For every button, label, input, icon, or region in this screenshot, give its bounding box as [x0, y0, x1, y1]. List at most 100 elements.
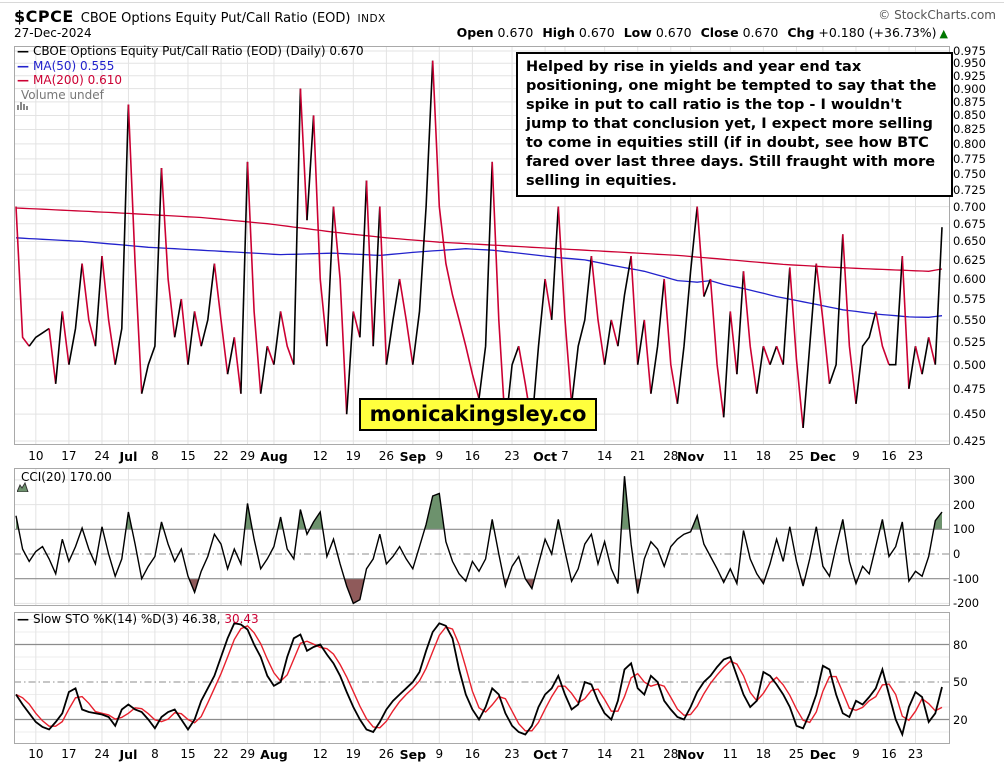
price-axis-label: 0.600	[953, 272, 986, 287]
sto-axis-label: 20	[953, 712, 968, 727]
x-axis-label: 14	[597, 747, 613, 761]
quote-label: High	[542, 25, 575, 40]
quote-value: 0.670	[742, 25, 779, 40]
x-axis-label: 10	[28, 747, 44, 761]
price-axis-label: 0.875	[953, 94, 986, 109]
x-axis-label: Aug	[260, 449, 288, 464]
chart-date: 27-Dec-2024	[14, 26, 92, 40]
quote-label: Close	[700, 25, 739, 40]
price-axis-label: 0.925	[953, 68, 986, 83]
sto-line-swatch: —	[17, 612, 29, 626]
quote-label: Chg	[787, 25, 815, 40]
price-axis-label: 0.500	[953, 357, 986, 372]
analyst-annotation-box: Helped by rise in yields and year end ta…	[516, 52, 953, 197]
x-axis-label: 29	[239, 747, 256, 761]
x-axis-label: 16	[881, 449, 897, 463]
legend-volume: Volume undef	[17, 88, 364, 110]
x-axis-label: 26	[378, 449, 395, 463]
stockcharts-credit: © StockCharts.com	[878, 8, 996, 22]
cci-legend: CCI(20) 170.00	[17, 470, 112, 492]
x-axis-label: 18	[755, 747, 772, 761]
x-axis-label: 19	[345, 747, 361, 761]
x-axis-label: 11	[722, 449, 738, 463]
ticker-symbol: $CPCE	[14, 7, 74, 26]
cci-axis-label: 300	[953, 472, 975, 487]
x-axis-label: 26	[378, 747, 395, 761]
exchange-label: INDX	[357, 13, 386, 25]
x-axis-label: Nov	[677, 747, 705, 762]
quote-value: +0.180 (+36.73%)	[818, 25, 937, 40]
cci-axis-label: 100	[953, 522, 975, 537]
x-axis-label: 10	[28, 449, 44, 463]
x-axis-label: 8	[151, 449, 159, 463]
price-line-swatch: —	[17, 44, 29, 58]
price-axis-label: 0.850	[953, 108, 986, 123]
price-chart-panel	[14, 46, 950, 445]
sto-d-value: 30.43	[224, 612, 259, 626]
x-axis-label: 23	[504, 747, 520, 761]
ma200-line-swatch: —	[17, 73, 29, 87]
cci-axis-label: 0	[953, 547, 961, 561]
x-axis-label: Sep	[399, 449, 427, 464]
x-axis-label: 14	[597, 449, 613, 463]
quote-label: Open	[456, 25, 494, 40]
x-axis-label: 18	[755, 449, 772, 463]
watermark-monicakingsley: monicakingsley.co	[359, 398, 597, 431]
price-axis-label: 0.975	[953, 44, 986, 58]
price-axis-label: 0.900	[953, 81, 986, 96]
quote-value: 0.670	[497, 25, 534, 40]
x-axis-label: 23	[907, 449, 924, 463]
x-axis-label: 21	[630, 449, 646, 463]
page-title: CBOE Options Equity Put/Call Ratio (EOD)	[80, 11, 351, 26]
x-axis-label: 28	[663, 747, 679, 761]
x-axis-label: 21	[630, 747, 646, 761]
x-axis-label: 9	[852, 449, 860, 463]
x-axis-label: 7	[561, 449, 569, 463]
x-axis-label: 7	[561, 747, 569, 761]
x-axis-label: Jul	[119, 449, 138, 464]
x-axis-label: 11	[722, 747, 738, 761]
x-axis-label: 9	[852, 747, 860, 761]
x-axis-label: Oct	[533, 449, 558, 464]
legend-price-series: — CBOE Options Equity Put/Call Ratio (EOD…	[17, 44, 364, 58]
quote-value: 0.670	[655, 25, 692, 40]
price-axis-label: 0.825	[953, 122, 986, 137]
price-axis-label: 0.775	[953, 151, 986, 166]
ma50-line-swatch: —	[17, 58, 29, 73]
x-axis-label: 19	[345, 449, 361, 463]
x-axis-label: Nov	[677, 449, 705, 464]
x-axis-label: 16	[464, 747, 480, 761]
legend-ma200: — MA(200) 0.610	[17, 73, 122, 87]
price-axis-label: 0.575	[953, 292, 986, 307]
price-axis-label: 0.800	[953, 136, 986, 151]
price-axis-label: 0.650	[953, 234, 986, 249]
x-axis-label: 25	[788, 449, 805, 463]
x-axis-label: Aug	[260, 747, 288, 762]
price-axis-label: 0.950	[953, 56, 986, 71]
price-chart-legend: — CBOE Options Equity Put/Call Ratio (EOD…	[17, 44, 364, 110]
ohlc-quote-row: Open 0.670 High 0.670 Low 0.670 Close 0.670 Chg +…	[448, 25, 948, 40]
x-axis-label: 9	[435, 449, 444, 463]
x-axis-label: Dec	[809, 747, 837, 762]
cci-axis-label: -100	[953, 571, 980, 586]
x-axis-label: 12	[312, 449, 328, 463]
price-axis-label: 0.725	[953, 183, 986, 198]
price-axis-label: 0.450	[953, 407, 986, 422]
symbol-row: $CPCE CBOE Options Equity Put/Call Ratio …	[14, 7, 386, 26]
cci-axis-label: -200	[953, 596, 980, 611]
x-axis-label: 29	[239, 449, 256, 463]
x-axis-label: 28	[663, 449, 679, 463]
top-divider	[0, 2, 1004, 3]
legend-ma50: — MA(50) 0.555	[17, 58, 115, 73]
price-axis-label: 0.750	[953, 167, 986, 182]
x-axis-label: 15	[180, 747, 196, 761]
x-axis-label: 22	[213, 449, 229, 463]
x-axis-label: 24	[94, 449, 110, 463]
stochastics-legend: — Slow STO %K(14) %D(3) 46.38, 30.43	[17, 612, 259, 626]
sto-axis-label: 80	[953, 637, 968, 652]
x-axis-label: 23	[504, 449, 520, 463]
x-axis-label: 15	[180, 449, 196, 463]
sto-axis-label: 50	[953, 675, 968, 689]
x-axis-label: Dec	[809, 449, 837, 464]
x-axis-label: 16	[881, 747, 897, 761]
